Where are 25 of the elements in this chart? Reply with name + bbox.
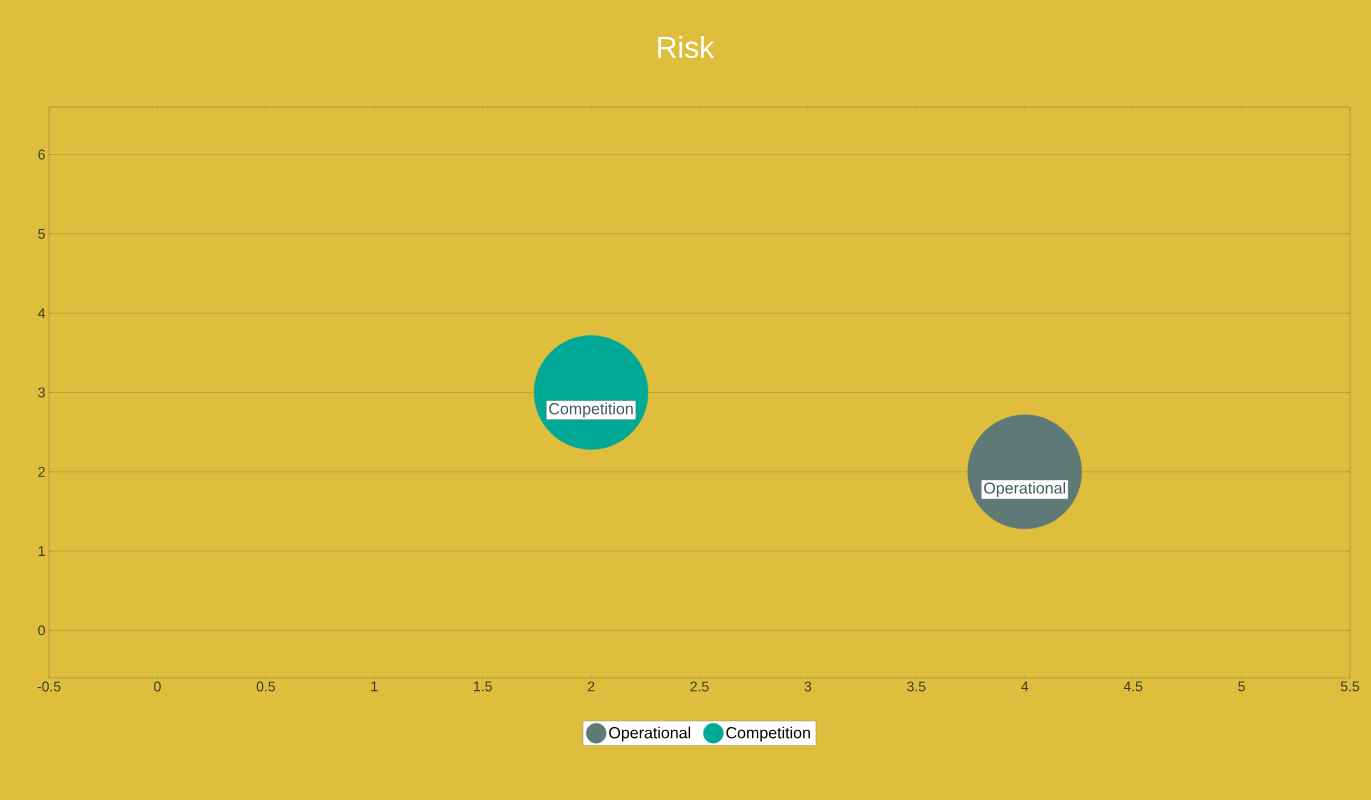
x-tick-label: 1 — [371, 681, 378, 692]
chart-title: Risk — [658, 35, 715, 59]
text: Competition — [549, 402, 633, 418]
y-tick-label: 6 — [38, 149, 45, 160]
legend-label: Operational — [609, 726, 691, 742]
text: Operational — [984, 482, 1065, 497]
x-tick-label: 0 — [154, 681, 161, 692]
x-tick-label: 2 — [587, 681, 595, 692]
x-tick-label: 3.5 — [907, 681, 926, 692]
y-tick-label: 2 — [38, 466, 45, 477]
x-tick-label: 1.5 — [474, 681, 492, 692]
y-tick-label: 4 — [38, 308, 46, 318]
x-tick-label: 0.5 — [256, 681, 275, 692]
y-tick-label: 3 — [38, 387, 45, 398]
x-tick-label: 4 — [1021, 681, 1029, 692]
x-tick-label: 3 — [804, 681, 812, 692]
x-tick-label: 2.5 — [690, 681, 709, 692]
y-tick-label: 5 — [38, 229, 45, 239]
x-tick-label: 4.5 — [1123, 681, 1143, 692]
x-tick-label: -0.5 — [37, 681, 61, 692]
x-tick-label: 5 — [1238, 681, 1245, 692]
y-tick-label: 1 — [38, 546, 45, 556]
x-tick-label: 5.5 — [1340, 681, 1360, 692]
y-tick-label: 0 — [38, 625, 45, 636]
legend-label: Competition — [726, 726, 810, 742]
